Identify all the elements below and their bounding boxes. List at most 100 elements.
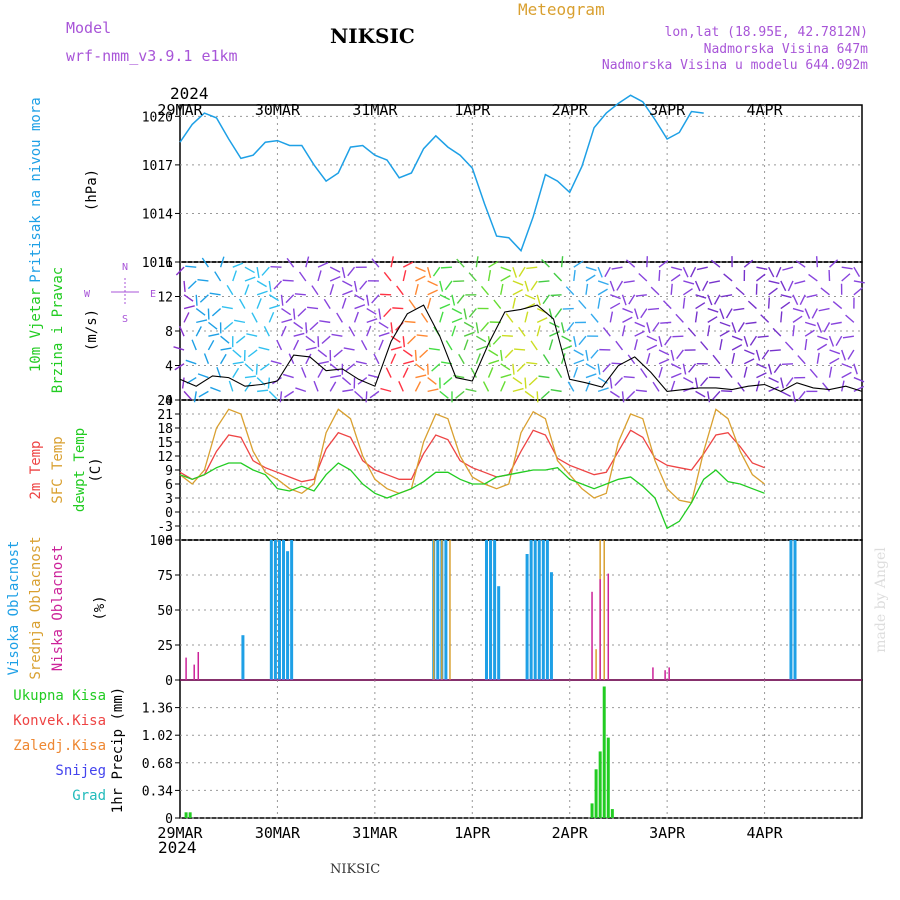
cloud-bar — [652, 667, 654, 680]
wind-barb — [829, 259, 839, 268]
wind-barb — [439, 294, 450, 301]
wind-barb — [244, 363, 254, 372]
wind-barb — [615, 340, 624, 351]
wind-barb — [731, 322, 737, 334]
wind-barb — [767, 297, 771, 309]
wind-barb — [708, 280, 721, 284]
wind-barb — [415, 363, 425, 371]
wind-barb — [609, 390, 620, 398]
wind-barb — [385, 367, 392, 378]
wind-barb — [696, 266, 708, 271]
wind-barb — [723, 273, 733, 282]
wind-barb — [463, 339, 469, 351]
cloud-bar — [664, 670, 666, 680]
wind-barb — [488, 349, 499, 357]
wind-barb — [465, 388, 477, 393]
precip-panel-frame — [179, 679, 863, 819]
wind-tick-label: 0 — [165, 394, 173, 409]
wind-barb — [210, 386, 221, 393]
pressure-line — [179, 94, 704, 253]
wind-barb — [297, 308, 307, 317]
wind-barb — [353, 280, 358, 292]
wind-barb — [380, 387, 392, 393]
wind-barb — [420, 312, 429, 323]
wind-barb — [244, 375, 256, 379]
wind-barb — [373, 353, 380, 365]
wind-barb — [199, 294, 209, 303]
wind-barb — [792, 315, 803, 323]
time-label-bottom: 31MAR — [352, 824, 398, 842]
wind-barb — [390, 335, 401, 343]
wind-barb — [345, 363, 355, 372]
wind-barb — [646, 352, 651, 364]
wind-barb — [221, 306, 233, 310]
wind-barb — [707, 307, 719, 313]
wind-barb — [500, 363, 511, 371]
model-name: wrf-nmm_v3.9.1 e1km — [66, 47, 238, 65]
wind-barb — [561, 335, 572, 342]
wind-barb — [755, 349, 761, 361]
wind-barb — [414, 381, 422, 392]
wind-barb — [183, 390, 192, 401]
wind-barb — [187, 280, 197, 290]
wind-barb — [609, 311, 614, 323]
wind-barb — [493, 299, 502, 310]
wind-barb — [201, 257, 209, 268]
wind-barb — [524, 390, 535, 399]
wind-barb — [626, 390, 636, 400]
precip-bar — [602, 686, 606, 818]
wind-barb — [628, 294, 636, 305]
wind-barb — [829, 349, 841, 355]
wind-barb — [567, 381, 575, 392]
wind-barb — [329, 284, 335, 295]
wind-barb — [658, 335, 663, 347]
year-bottom: 2024 — [158, 838, 197, 857]
wind-barb — [402, 367, 409, 378]
wind-barb — [355, 360, 367, 365]
wind-barb — [500, 349, 503, 361]
wind-barb — [573, 269, 576, 282]
wind-barb — [635, 294, 647, 297]
wind-barb — [526, 361, 538, 365]
wind-barb — [475, 256, 479, 268]
wind-barb — [725, 308, 733, 319]
wind-barb — [811, 308, 818, 319]
wind-barb — [232, 349, 242, 358]
cloud-bar — [599, 579, 601, 680]
wind-barb — [183, 305, 195, 310]
wind-barb — [273, 280, 283, 290]
precip-tick-label: 0.34 — [142, 784, 173, 799]
wind-barb — [305, 256, 310, 268]
wind-barb — [549, 321, 560, 328]
wind-barb — [609, 280, 615, 292]
model-altitude-label: Nadmorska Visina u modelu 644.092m — [601, 58, 868, 73]
wind-barb — [597, 363, 601, 375]
wind-barb — [390, 256, 394, 268]
wind-barb — [566, 321, 575, 332]
cloud-bar — [595, 649, 597, 680]
wind-barb — [244, 284, 250, 296]
wind-barb — [232, 262, 244, 268]
wind-tick-label: 4 — [165, 360, 173, 375]
wind-barb — [251, 312, 258, 323]
wind-barb — [585, 380, 591, 392]
wind-barb — [683, 376, 694, 384]
wind-barb — [731, 352, 736, 364]
wind-barb — [749, 335, 758, 346]
cloud-tick-label: 75 — [157, 569, 173, 584]
precip-legend-3: Snijeg — [55, 763, 106, 779]
wind-barb — [512, 266, 518, 278]
wind-barb — [573, 260, 584, 268]
wind-barb — [500, 373, 512, 379]
wind-barb — [853, 385, 864, 392]
wind-barb — [719, 321, 731, 327]
wind-barb — [830, 321, 842, 325]
wind-barb — [756, 363, 767, 369]
wind-barb — [317, 349, 328, 358]
wind-barb — [402, 261, 414, 268]
pressure-label: Pritisak na nivou mora — [28, 97, 44, 282]
wind-barb — [307, 306, 319, 310]
wind-barb — [280, 294, 284, 306]
wind-barb — [670, 380, 676, 392]
wind-barb — [835, 335, 843, 347]
